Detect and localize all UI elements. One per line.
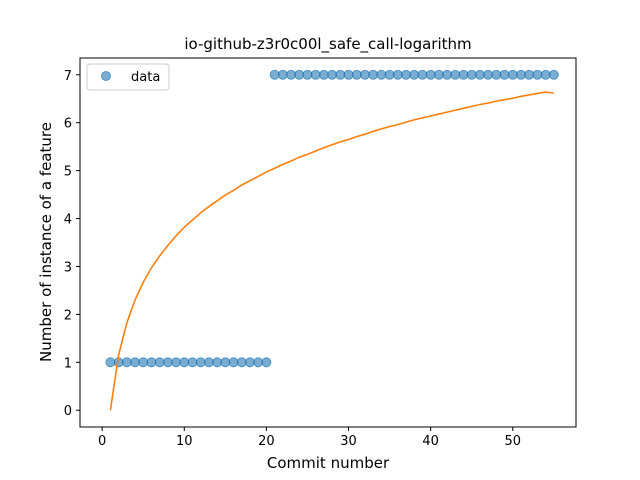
data-point [195, 357, 206, 368]
data-point [269, 69, 280, 80]
data-point [277, 69, 288, 80]
data-point [532, 69, 543, 80]
data-point [475, 69, 485, 80]
data-point [401, 69, 411, 80]
data-point [171, 357, 181, 368]
data-point [179, 357, 190, 368]
y-axis-label: Number of instance of a feature [37, 122, 55, 362]
legend-marker-data [101, 71, 111, 81]
data-point [442, 69, 452, 80]
data-point [425, 69, 436, 80]
data-point [146, 357, 157, 368]
chart-title: io-github-z3r0c00l_safe_call-logarithm [184, 35, 471, 54]
data-point [204, 357, 214, 368]
data-point [318, 69, 329, 80]
fit-line [109, 91, 554, 411]
data-point [368, 69, 379, 80]
x-tick-label: 0 [98, 434, 106, 449]
legend-label-data: data [131, 70, 160, 85]
data-point [220, 357, 231, 368]
data-point [154, 357, 165, 368]
y-tick-label: 3 [64, 260, 72, 275]
data-point [294, 69, 305, 80]
data-point [384, 69, 395, 80]
data-point [433, 69, 444, 80]
data-point [409, 69, 420, 80]
data-point [417, 69, 428, 80]
x-tick-label: 30 [340, 434, 357, 449]
data-point [450, 69, 461, 80]
data-point [228, 357, 239, 368]
data-point [236, 357, 247, 368]
data-point [253, 357, 264, 368]
data-point [261, 357, 272, 368]
data-point [335, 69, 346, 80]
data-point [286, 69, 296, 80]
data-point [392, 69, 403, 80]
y-tick-label: 2 [64, 308, 72, 323]
data-point [121, 357, 132, 368]
data-point [212, 357, 223, 368]
legend: data [86, 63, 170, 91]
y-tick-label: 5 [64, 165, 72, 180]
data-point [516, 69, 526, 80]
data-point [302, 69, 313, 80]
data-point [138, 357, 149, 368]
x-axis-label: Commit number [267, 454, 390, 472]
y-axis-ticks: 0 1 2 3 4 5 6 7 [64, 69, 80, 419]
data-point [162, 357, 173, 368]
y-tick-label: 4 [64, 213, 72, 228]
plot-area [105, 69, 559, 411]
data-point [524, 69, 535, 80]
data-point [343, 69, 354, 80]
x-tick-label: 10 [176, 434, 193, 449]
data-point [507, 69, 518, 80]
axes-frame [79, 57, 577, 428]
data-point [540, 69, 551, 80]
data-point [351, 69, 362, 80]
data-point [548, 69, 559, 80]
data-point [245, 357, 255, 368]
data-point [458, 69, 469, 80]
x-axis-ticks: 0 10 20 30 40 50 [98, 427, 521, 449]
data-point [360, 69, 370, 80]
y-tick-label: 6 [64, 117, 72, 132]
data-point [483, 69, 494, 80]
y-tick-label: 0 [64, 404, 72, 419]
data-point [491, 69, 502, 80]
y-tick-label: 1 [64, 356, 72, 371]
x-tick-label: 40 [422, 434, 439, 449]
y-tick-label: 7 [64, 69, 72, 84]
x-tick-label: 50 [504, 434, 521, 449]
data-point [499, 69, 510, 80]
x-tick-label: 20 [258, 434, 275, 449]
data-point [130, 357, 140, 368]
data-point [376, 69, 387, 80]
data-point [310, 69, 321, 80]
data-point [466, 69, 477, 80]
data-point [327, 69, 338, 80]
legend-box [86, 63, 170, 91]
data-point [187, 357, 198, 368]
data-point [105, 357, 116, 368]
